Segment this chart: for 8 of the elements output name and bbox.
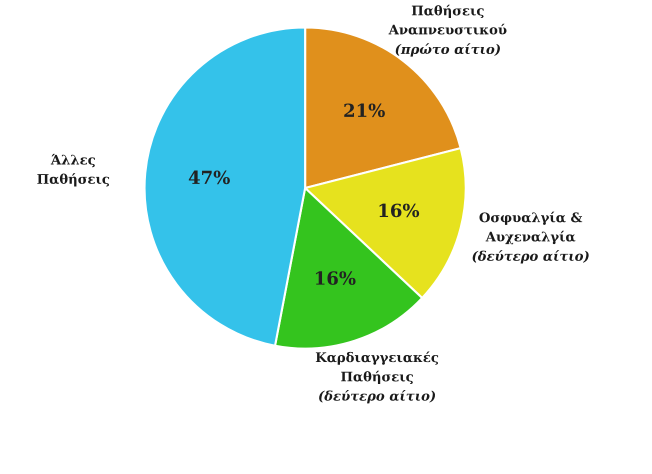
data-label: 47% [188,170,230,184]
slice-label: Παθήσεις Αναπνευστικού (πρώτο αίτιο) [388,4,507,57]
slice-label: Οσφυαλγία & Αυχεναλγία (δεύτερο αίτιο) [472,212,589,264]
slice-label: Καρδιαγγειακές Παθήσεις (δεύτερο αίτιο) [316,351,438,404]
data-label: 16% [380,204,420,218]
data-label: 21% [344,103,385,118]
slice-label: Άλλες Παθήσεις [37,154,110,186]
data-label: 16% [316,271,356,285]
